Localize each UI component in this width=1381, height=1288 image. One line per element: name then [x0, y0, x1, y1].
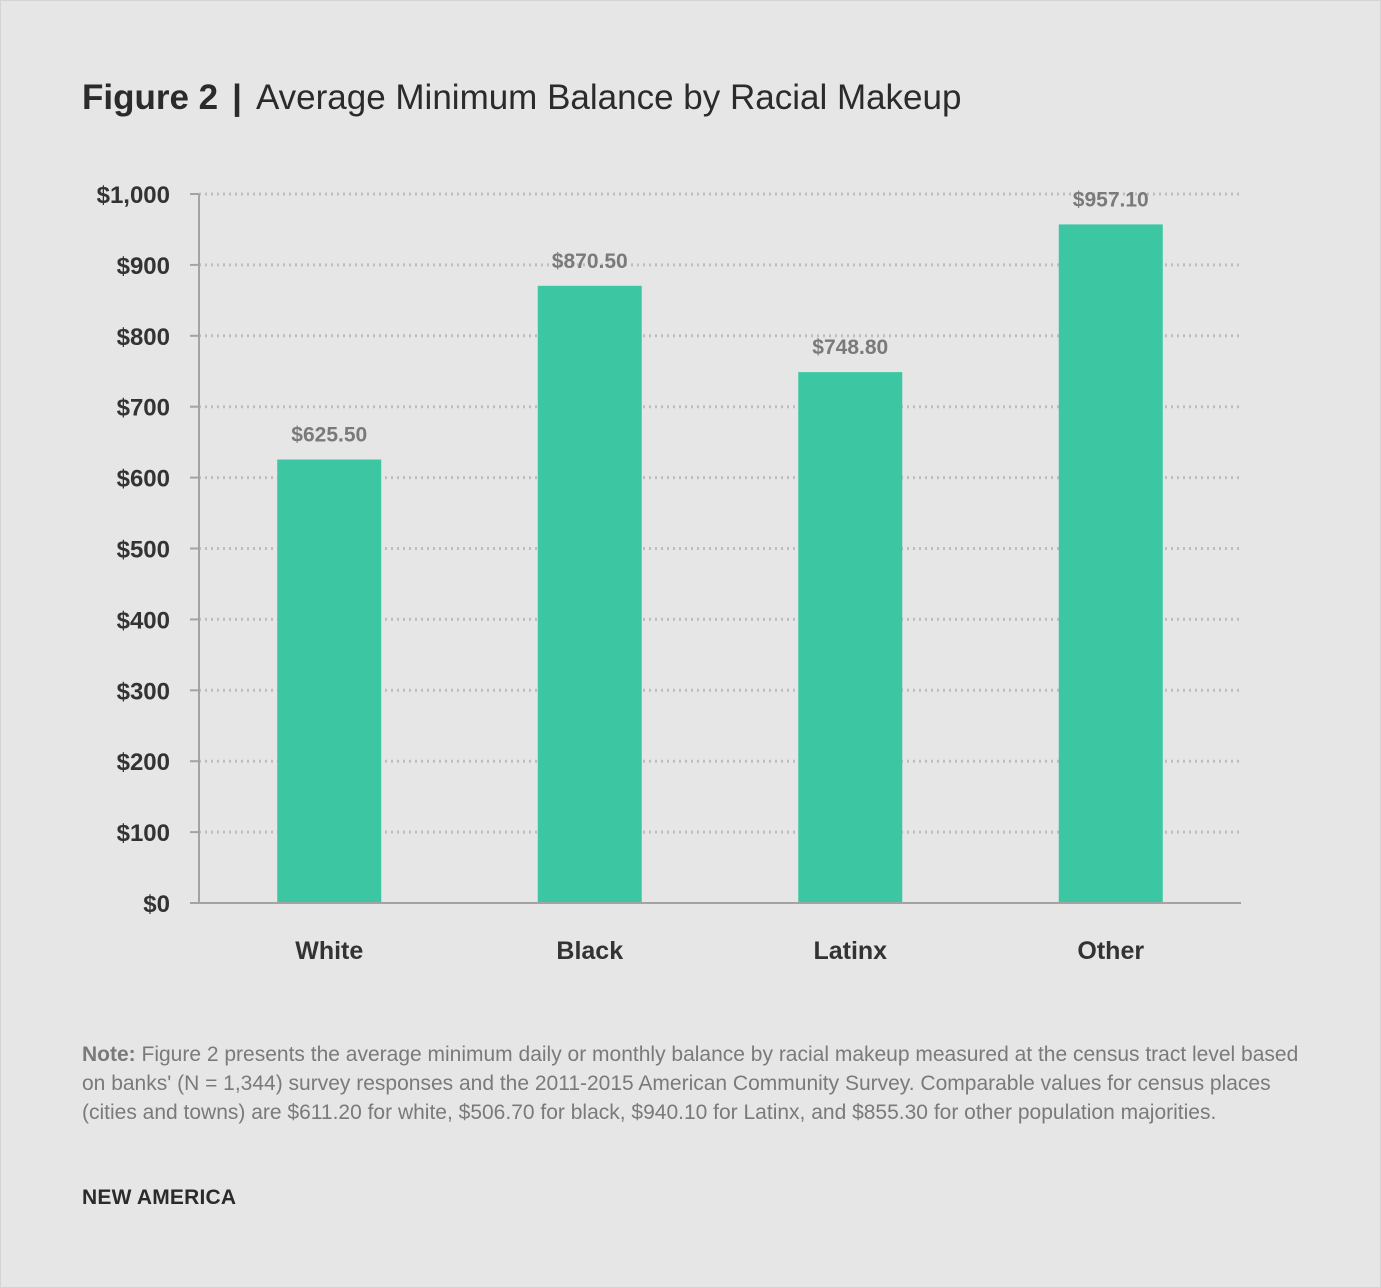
y-tick-label: $100 — [117, 820, 170, 847]
bar-other — [1058, 224, 1163, 903]
y-tick-label: $700 — [117, 395, 170, 422]
bar-chart: $0 $100 $200 $300 $400 $500 $600 $700 $800 $900 $1… — [97, 182, 1241, 965]
axes — [190, 193, 1241, 904]
y-tick-label: $600 — [117, 466, 170, 493]
title-separator: | — [232, 78, 242, 117]
data-label: $870.50 — [552, 250, 628, 273]
x-category-label: Other — [1077, 937, 1144, 965]
data-label: $748.80 — [812, 336, 888, 359]
chart-title: Average Minimum Balance by Racial Makeup — [255, 78, 962, 117]
x-category-label: Black — [556, 937, 623, 965]
figure-title: Figure 2 | Average Minimum Balance by Raci… — [82, 76, 961, 120]
y-tick-label: $500 — [117, 537, 170, 564]
x-category-label: White — [295, 937, 363, 965]
y-tick-label: $1,000 — [97, 182, 170, 209]
y-tick-label: $400 — [117, 607, 170, 634]
y-tick-label: $200 — [117, 749, 170, 776]
y-tick-label: $0 — [143, 891, 170, 918]
bar-white — [277, 459, 382, 903]
labels: $0 $100 $200 $300 $400 $500 $600 $700 $800 $900 $1… — [97, 182, 1149, 965]
bar-black — [537, 285, 642, 903]
bars — [277, 224, 1163, 903]
chart-note: Note: Figure 2 presents the average mini… — [82, 1040, 1302, 1127]
y-tick-label: $900 — [117, 253, 170, 280]
figure-label: Figure 2 — [82, 78, 219, 117]
y-tick-label: $300 — [117, 678, 170, 705]
note-label: Note: — [82, 1043, 136, 1066]
data-label: $957.10 — [1073, 188, 1149, 211]
x-category-label: Latinx — [813, 937, 887, 965]
note-text: Figure 2 presents the average minimum da… — [82, 1043, 1299, 1124]
bar-latinx — [798, 372, 903, 903]
data-label: $625.50 — [291, 424, 367, 447]
brand-logo-text: NEW AMERICA — [82, 1186, 237, 1209]
y-tick-label: $800 — [117, 324, 170, 351]
